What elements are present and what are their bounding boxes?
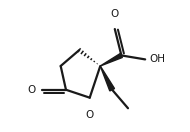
Text: OH: OH	[149, 54, 165, 64]
Text: O: O	[111, 9, 119, 19]
Polygon shape	[100, 66, 115, 91]
Text: O: O	[27, 85, 36, 95]
Polygon shape	[100, 53, 122, 66]
Text: O: O	[86, 110, 94, 120]
